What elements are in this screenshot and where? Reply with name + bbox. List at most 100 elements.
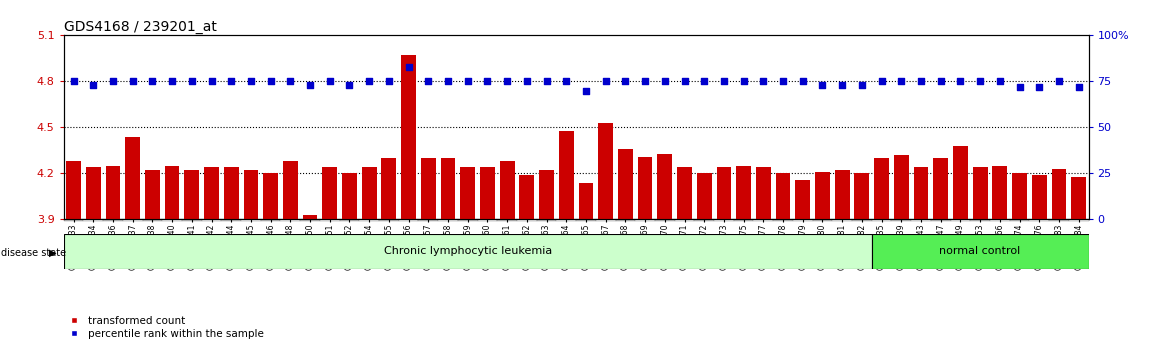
- Point: [281, 79, 300, 84]
- Bar: [556, 219, 576, 221]
- Point: [675, 79, 694, 84]
- Point: [970, 79, 989, 84]
- Point: [833, 82, 851, 88]
- Point: [852, 82, 871, 88]
- Bar: [658, 154, 672, 219]
- Text: ▶: ▶: [50, 248, 57, 258]
- Point: [1029, 84, 1048, 90]
- Bar: [361, 167, 376, 219]
- Bar: [263, 173, 278, 219]
- Bar: [616, 219, 636, 221]
- Point: [1049, 79, 1068, 84]
- Bar: [894, 155, 909, 219]
- Bar: [83, 219, 103, 221]
- Bar: [872, 219, 892, 221]
- Bar: [1069, 219, 1089, 221]
- Point: [872, 79, 891, 84]
- Point: [203, 79, 221, 84]
- Bar: [162, 219, 182, 221]
- Bar: [418, 219, 438, 221]
- Point: [144, 79, 162, 84]
- Point: [478, 79, 497, 84]
- Bar: [892, 219, 911, 221]
- Text: GDS4168 / 239201_at: GDS4168 / 239201_at: [64, 21, 217, 34]
- Bar: [874, 158, 889, 219]
- Point: [557, 79, 576, 84]
- Point: [439, 79, 457, 84]
- Bar: [1029, 219, 1049, 221]
- Point: [321, 79, 339, 84]
- Bar: [756, 167, 771, 219]
- Bar: [599, 123, 613, 219]
- Point: [951, 79, 969, 84]
- Text: Chronic lymphocytic leukemia: Chronic lymphocytic leukemia: [383, 246, 552, 256]
- Bar: [223, 167, 239, 219]
- Bar: [243, 170, 258, 219]
- Bar: [992, 166, 1007, 219]
- Point: [774, 79, 792, 84]
- Bar: [714, 219, 734, 221]
- Bar: [64, 219, 83, 221]
- Bar: [381, 158, 396, 219]
- Bar: [697, 173, 712, 219]
- Point: [459, 79, 477, 84]
- Bar: [322, 167, 337, 219]
- Point: [419, 79, 438, 84]
- Point: [1010, 84, 1028, 90]
- Point: [754, 79, 772, 84]
- Bar: [477, 219, 497, 221]
- Legend: transformed count, percentile rank within the sample: transformed count, percentile rank withi…: [68, 316, 264, 339]
- Bar: [64, 234, 872, 269]
- Point: [616, 79, 635, 84]
- Point: [655, 79, 674, 84]
- Text: disease state: disease state: [1, 248, 66, 258]
- Bar: [677, 167, 691, 219]
- Point: [537, 79, 556, 84]
- Bar: [379, 219, 398, 221]
- Bar: [813, 219, 833, 221]
- Bar: [695, 219, 714, 221]
- Bar: [638, 156, 652, 219]
- Bar: [420, 158, 435, 219]
- Point: [124, 79, 142, 84]
- Point: [1069, 84, 1087, 90]
- Bar: [481, 167, 494, 219]
- Bar: [833, 219, 852, 221]
- Bar: [835, 170, 850, 219]
- Bar: [66, 161, 81, 219]
- Bar: [497, 219, 516, 221]
- Point: [242, 79, 261, 84]
- Bar: [320, 219, 339, 221]
- Bar: [776, 173, 791, 219]
- Point: [636, 79, 654, 84]
- Bar: [618, 149, 632, 219]
- Bar: [914, 167, 929, 219]
- Bar: [1051, 169, 1067, 219]
- Point: [65, 79, 83, 84]
- Bar: [990, 219, 1010, 221]
- Bar: [636, 219, 655, 221]
- Bar: [457, 219, 477, 221]
- Bar: [164, 166, 179, 219]
- Point: [163, 79, 182, 84]
- Point: [813, 82, 831, 88]
- Bar: [911, 219, 931, 221]
- Bar: [872, 234, 1089, 269]
- Point: [931, 79, 950, 84]
- Bar: [123, 219, 142, 221]
- Bar: [241, 219, 261, 221]
- Text: normal control: normal control: [939, 246, 1020, 256]
- Bar: [300, 219, 320, 221]
- Bar: [1032, 175, 1047, 219]
- Bar: [398, 219, 418, 221]
- Bar: [576, 219, 596, 221]
- Bar: [973, 167, 988, 219]
- Bar: [717, 167, 732, 219]
- Point: [85, 82, 103, 88]
- Point: [695, 79, 713, 84]
- Bar: [201, 219, 221, 221]
- Bar: [142, 219, 162, 221]
- Bar: [182, 219, 201, 221]
- Point: [301, 82, 320, 88]
- Point: [892, 79, 910, 84]
